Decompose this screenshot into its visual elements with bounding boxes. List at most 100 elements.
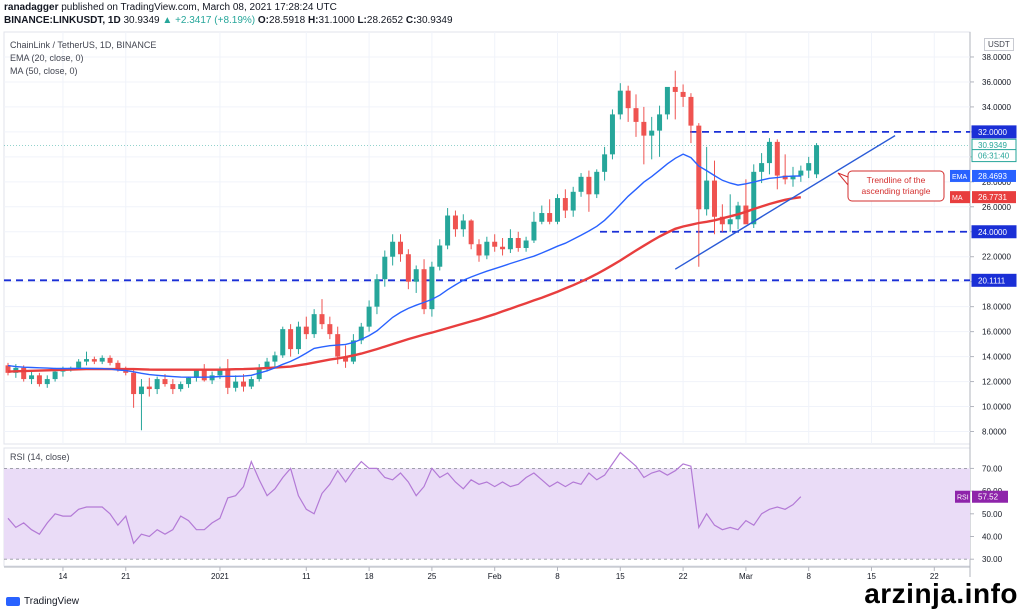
ohlc-header: BINANCE:LINKUSDT, 1D 30.9349 ▲ +2.3417 (… bbox=[4, 15, 453, 26]
tradingview-logo[interactable]: TradingView bbox=[6, 596, 79, 607]
candle-up bbox=[664, 86, 670, 115]
candle-down bbox=[405, 254, 411, 282]
candle-down bbox=[201, 370, 207, 381]
price-label-value: 28.4693 bbox=[978, 172, 1007, 181]
candle-down bbox=[91, 359, 97, 362]
high-label: H: bbox=[307, 15, 319, 26]
candle-up bbox=[594, 171, 600, 195]
candle-down bbox=[743, 205, 749, 225]
candle-up bbox=[390, 241, 396, 257]
candle-down bbox=[131, 372, 137, 395]
candle-up bbox=[814, 145, 820, 175]
price-label-box bbox=[971, 225, 1017, 239]
candle-down bbox=[319, 314, 325, 325]
candle-down bbox=[562, 198, 568, 211]
rsi-label-box bbox=[972, 490, 1008, 503]
candle-down bbox=[288, 329, 294, 350]
candle-down bbox=[782, 175, 788, 180]
last-price: 30.9349 bbox=[123, 15, 160, 26]
candle-up bbox=[484, 241, 490, 256]
candle-up bbox=[311, 314, 317, 335]
time-tick-label: 22 bbox=[679, 572, 688, 581]
price-label-value: 24.0000 bbox=[978, 228, 1007, 237]
candle-down bbox=[547, 213, 553, 222]
rsi-legend[interactable]: RSI (14, close) bbox=[10, 452, 70, 462]
price-change: ▲ +2.3417 (+8.19%) bbox=[162, 15, 256, 26]
price-label-value: 30.9349 bbox=[978, 141, 1007, 150]
time-tick-label: 22 bbox=[930, 572, 939, 581]
price-label-box bbox=[971, 273, 1017, 287]
candle-up bbox=[138, 386, 144, 395]
low-label: L: bbox=[357, 15, 367, 26]
candle-up bbox=[295, 326, 301, 350]
ema-legend[interactable]: EMA (20, close, 0) bbox=[10, 53, 84, 63]
price-label-tag bbox=[950, 169, 970, 182]
annotation-text: Trendline of the bbox=[867, 175, 926, 185]
candle-up bbox=[358, 326, 364, 341]
time-tick-label: Mar bbox=[739, 572, 753, 581]
candle-up bbox=[766, 141, 772, 164]
tradingview-brand: TradingView bbox=[24, 596, 80, 607]
candle-up bbox=[99, 357, 105, 362]
candle-up bbox=[602, 154, 608, 172]
ma-legend[interactable]: MA (50, close, 0) bbox=[10, 66, 78, 76]
ema-line bbox=[7, 153, 801, 378]
time-tick-label: 8 bbox=[806, 572, 811, 581]
rsi-tick-label: 50.00 bbox=[982, 510, 1003, 519]
currency-label[interactable]: USDT bbox=[984, 38, 1014, 51]
candle-down bbox=[680, 91, 686, 97]
candle-up bbox=[578, 176, 584, 192]
candle-up bbox=[445, 215, 451, 246]
price-tick-label: 22.0000 bbox=[982, 253, 1011, 262]
ma-line bbox=[7, 196, 801, 373]
rsi-tick-label: 40.00 bbox=[982, 533, 1003, 542]
candle-up bbox=[735, 205, 741, 220]
time-tick-label: Feb bbox=[488, 572, 502, 581]
price-tick-label: 8.0000 bbox=[982, 428, 1007, 437]
candle-up bbox=[264, 361, 270, 368]
candle-down bbox=[641, 121, 647, 136]
rsi-tick-label: 70.00 bbox=[982, 464, 1003, 473]
open-value: 28.5918 bbox=[269, 15, 306, 26]
candle-up bbox=[193, 370, 199, 378]
candle-down bbox=[476, 244, 482, 256]
candle-down bbox=[712, 180, 717, 217]
candle-up bbox=[366, 306, 372, 327]
rsi-band bbox=[4, 468, 970, 560]
candle-down bbox=[5, 365, 11, 373]
publisher-name: ranadagger bbox=[4, 2, 59, 13]
candle-up bbox=[437, 245, 443, 267]
candle-up bbox=[657, 114, 663, 131]
candle-down bbox=[774, 141, 780, 176]
candle-down bbox=[115, 362, 121, 370]
time-tick-label: 8 bbox=[555, 572, 560, 581]
candle-up bbox=[531, 221, 537, 241]
price-tick-label: 16.0000 bbox=[982, 328, 1011, 337]
candle-down bbox=[107, 357, 113, 363]
site-watermark: arzinja.info bbox=[864, 578, 1018, 609]
candle-up bbox=[555, 198, 560, 222]
rsi-label-value: 57.52 bbox=[978, 493, 999, 502]
publish-info: ranadagger published on TradingView.com,… bbox=[4, 2, 337, 13]
time-tick-label: 11 bbox=[302, 572, 311, 581]
low-value: 28.2652 bbox=[366, 15, 404, 26]
candle-down bbox=[170, 384, 176, 390]
candle-up bbox=[382, 256, 388, 280]
price-label-value: 20.1111 bbox=[978, 276, 1006, 285]
candle-up bbox=[539, 213, 545, 222]
chart-title: ChainLink / TetherUS, 1D, BINANCE bbox=[10, 40, 157, 50]
price-tick-label: 36.0000 bbox=[982, 78, 1011, 87]
high-value: 31.1000 bbox=[318, 15, 355, 26]
price-tick-label: 18.0000 bbox=[982, 303, 1011, 312]
candle-up bbox=[413, 269, 419, 282]
candle-down bbox=[468, 220, 474, 245]
candle-up bbox=[460, 220, 466, 230]
price-label-tag-text: MA bbox=[952, 195, 963, 202]
time-tick-label: 15 bbox=[867, 572, 876, 581]
time-tick-label: 18 bbox=[365, 572, 374, 581]
candle-up bbox=[429, 266, 435, 310]
price-label-box bbox=[971, 125, 1017, 139]
rsi-line bbox=[7, 451, 802, 545]
rsi-tick-label: 30.00 bbox=[982, 555, 1003, 564]
